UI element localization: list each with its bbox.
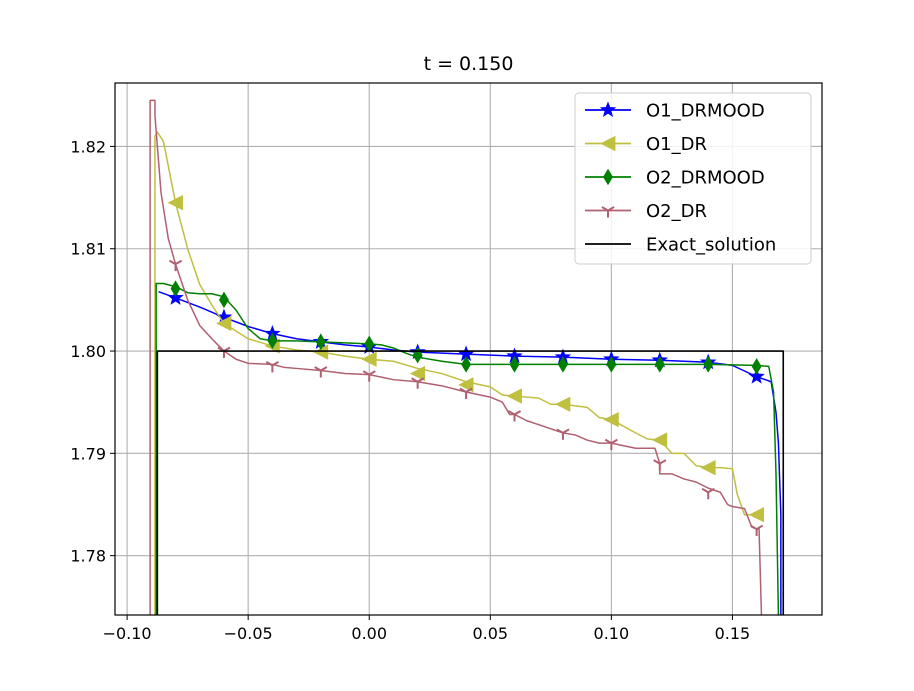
data-point-o1-dr: [458, 377, 474, 393]
x-tick-label: 0.15: [715, 624, 751, 643]
data-point-o2-dr: [265, 361, 279, 373]
x-tick-label: 0.05: [472, 624, 508, 643]
legend-swatch-marker: [599, 101, 617, 117]
legend-item-o2-drmood: O2_DRMOOD: [585, 168, 765, 189]
data-point-o1-dr: [603, 411, 619, 428]
data-point-o2-dr: [556, 428, 570, 440]
x-tick-label: 0.10: [594, 624, 630, 643]
data-point-o2-drmood: [170, 280, 181, 297]
ticks: −0.10 −0.05 0.00 0.05 0.10 0.15 1.78 1.79 1.80 1.…: [70, 137, 750, 643]
legend-swatch-marker: [600, 135, 616, 152]
y-tick-label: 1.79: [70, 444, 106, 463]
data-point-o2-drmood: [557, 356, 568, 373]
data-point-o2-dr: [168, 259, 183, 272]
data-point-o1-dr: [216, 315, 232, 332]
legend-swatch-marker: [603, 168, 613, 186]
data-point-o2-dr: [653, 459, 667, 471]
y-tick-label: 1.80: [70, 342, 106, 361]
data-point-o1-dr: [700, 460, 716, 476]
data-point-o2-dr: [507, 410, 522, 422]
data-point-o1-drmood: [167, 289, 184, 305]
series-exact-solution: [156, 350, 785, 615]
legend-box: [574, 92, 812, 265]
x-tick-label: 0.00: [351, 624, 387, 643]
data-point-o2-dr: [362, 370, 376, 382]
data-point-o2-drmood: [509, 356, 520, 373]
data-point-o2-drmood: [267, 332, 278, 350]
data-point-o1-drmood: [748, 367, 765, 384]
data-point-o2-dr: [314, 366, 328, 378]
data-point-o2-drmood: [315, 333, 326, 351]
legend-label: Exact_solution: [646, 235, 776, 256]
y-tick-label: 1.81: [70, 240, 106, 259]
data-point-o2-drmood: [751, 358, 762, 375]
legend-label: O2_DRMOOD: [646, 168, 765, 189]
data-point-o2-dr: [459, 387, 473, 399]
legend-item-exact-solution: Exact_solution: [585, 235, 776, 256]
series-line-exact-solution: [156, 350, 785, 615]
chart-title: t = 0.150: [424, 53, 514, 75]
data-point-o1-dr: [748, 507, 765, 523]
series-o2-dr: [149, 99, 764, 615]
series-line-o1-dr: [154, 131, 762, 615]
series-line-o2-dr: [149, 99, 763, 615]
data-point-o2-drmood: [654, 356, 665, 373]
y-tick-label: 1.78: [70, 547, 106, 566]
legend-label: O1_DR: [646, 134, 707, 155]
data-point-o2-drmood: [461, 356, 472, 373]
series-line-o2-drmood: [155, 282, 780, 615]
x-tick-label: −0.05: [224, 624, 273, 643]
data-point-o2-drmood: [606, 356, 617, 373]
legend-item-o2-dr: O2_DR: [585, 201, 707, 222]
legend-item-o1-dr: O1_DR: [585, 134, 707, 155]
data-point-o1-dr: [555, 396, 571, 412]
data-point-o2-dr: [604, 438, 618, 451]
data-point-o1-dr: [651, 432, 668, 448]
x-tick-label: −0.10: [103, 624, 152, 643]
y-tick-label: 1.82: [70, 137, 106, 156]
data-point-o1-dr: [409, 365, 426, 382]
data-point-o1-dr: [361, 351, 377, 367]
data-point-o2-drmood: [218, 291, 229, 309]
data-point-o2-dr: [701, 487, 715, 500]
legend: O1_DRMOOD O1_DR O2_DRMOOD O2_DR Exact_soluti…: [574, 92, 812, 265]
data-point-o2-dr: [411, 377, 425, 389]
legend-swatch-marker: [601, 206, 615, 218]
legend-label: O1_DRMOOD: [646, 101, 765, 122]
plot-area: [149, 99, 785, 615]
data-point-o2-dr: [750, 524, 764, 537]
data-point-o1-dr: [167, 195, 183, 211]
legend-label: O2_DR: [646, 201, 707, 222]
data-point-o2-drmood: [703, 356, 714, 373]
data-point-o1-dr: [506, 388, 522, 404]
legend-item-o1-drmood: O1_DRMOOD: [585, 101, 765, 122]
axes-frame: [114, 82, 823, 616]
